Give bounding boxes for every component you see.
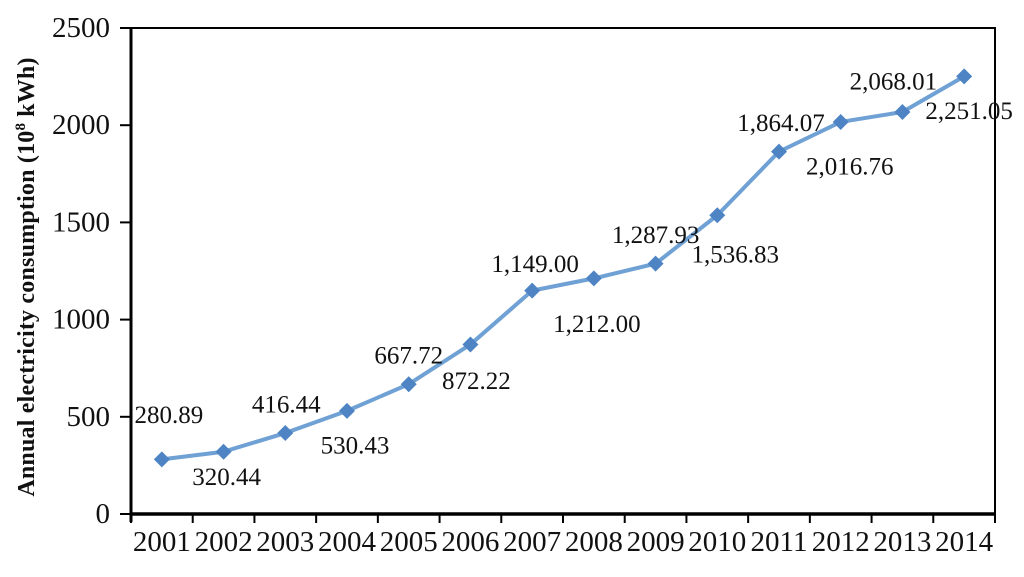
y-axis-tick-label: 0 [96,498,111,530]
data-point-label: 1,287.93 [612,222,700,249]
chart-generated-layer: 0 500 1000 1500 2000 2500 2001 2002 2003 2004 2005… [52,12,1013,558]
data-point-marker [771,143,787,160]
data-point-label: 1,536.83 [692,242,780,269]
data-point-label: 1,864.07 [737,110,825,137]
x-axis-tick-label: 2001 [133,526,191,558]
data-point-label: 667.72 [374,343,443,370]
data-point-label: 320.44 [192,464,261,491]
data-point-marker [709,207,726,224]
y-axis-tick-label: 2000 [52,109,110,141]
y-axis-tick-label: 1500 [52,206,110,238]
data-point-label: 2,016.76 [806,153,894,180]
data-point-marker [894,103,911,120]
data-point-marker [339,402,355,419]
data-point-label: 530.43 [321,432,390,459]
x-axis-tick-label: 2003 [256,526,314,558]
data-point-label: 280.89 [134,402,203,429]
series-line [159,74,967,462]
x-axis-tick-label: 2004 [318,526,377,558]
data-point-marker [400,376,417,393]
x-axis-tick-label: 2011 [751,526,808,558]
x-axis-tick-label: 2006 [441,526,499,558]
data-point-marker [524,282,541,299]
x-axis-tick-label: 2013 [873,526,931,558]
data-point-marker [585,270,602,287]
data-point-label: 1,212.00 [553,311,641,338]
y-axis-title: Annual electricity consumption (108 kWh) [13,57,40,496]
y-axis-title-superscript: 8 [13,123,29,131]
data-point-marker [153,451,170,468]
data-point-marker [647,255,664,272]
data-point-label: 2,068.01 [850,68,938,95]
data-point-marker [832,113,849,130]
y-axis-title-unit: kWh) [14,57,40,117]
x-axis-tick-label: 2010 [688,526,746,558]
x-axis-tick-label: 2008 [565,526,623,558]
x-axis-tick-label: 2009 [627,526,685,558]
x-axis-tick-label: 2007 [503,526,561,558]
y-axis-tick-label: 2500 [52,12,110,44]
y-axis-tick-label: 1000 [52,304,110,336]
data-point-label: 416.44 [252,392,321,419]
y-axis-title-text: Annual electricity consumption (10 [14,131,40,497]
y-axis-tick-label: 500 [67,401,111,433]
data-point-label: 2,251.05 [925,98,1013,125]
x-axis-tick-label: 2005 [380,526,438,558]
x-axis-tick-label: 2002 [195,526,253,558]
x-axis-tick-label: 2014 [935,526,994,558]
data-point-label: 872.22 [442,368,511,395]
data-point-marker [277,425,294,442]
data-point-marker [956,68,973,85]
data-point-marker [215,443,232,460]
x-axis-tick-label: 2012 [812,526,870,558]
data-point-marker [462,336,479,353]
data-point-label: 1,149.00 [491,251,579,278]
